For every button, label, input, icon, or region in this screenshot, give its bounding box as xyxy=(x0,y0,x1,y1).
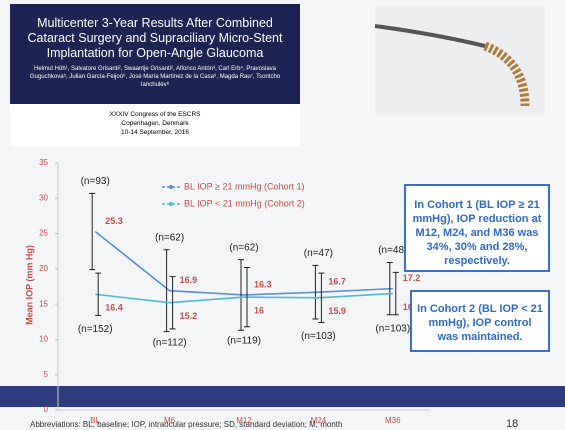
y-tick-label: 5 xyxy=(44,370,49,379)
error-bar xyxy=(386,262,393,316)
conference-panel: XXXIV Congress of the ESCRS Copenhagen, … xyxy=(10,104,300,146)
n-label: (n=62) xyxy=(229,242,258,253)
data-label: 15.9 xyxy=(328,306,346,316)
footer-band xyxy=(0,386,565,407)
stent-image xyxy=(375,6,545,116)
error-bar xyxy=(312,264,319,320)
data-label: 25.3 xyxy=(105,216,123,226)
error-bar xyxy=(95,272,102,316)
legend-dot xyxy=(169,202,173,206)
series-line xyxy=(94,230,393,296)
error-bar xyxy=(169,276,176,330)
title-panel: Multicenter 3-Year Results After Combine… xyxy=(10,4,300,104)
page-number: 18 xyxy=(506,418,519,430)
error-bar xyxy=(244,266,250,328)
slide-title: Multicenter 3-Year Results After Combine… xyxy=(27,16,283,60)
legend-label: BL IOP < 21 mmHg (Cohort 2) xyxy=(184,198,305,208)
callout: In Cohort 1 (BL IOP ≥ 21 mmHg), IOP redu… xyxy=(404,184,550,272)
x-tick-label: M12 xyxy=(236,416,252,425)
callout: In Cohort 2 (BL IOP < 21 mmHg), IOP cont… xyxy=(410,290,550,352)
n-label: (n=93) xyxy=(81,176,110,187)
data-label: 15.2 xyxy=(180,311,198,321)
data-label: 16.9 xyxy=(180,275,198,285)
error-bar xyxy=(238,259,244,331)
y-tick-label: 25 xyxy=(39,229,48,238)
data-label: 16.4 xyxy=(105,303,123,313)
x-tick-label: M24 xyxy=(311,416,327,425)
error-bar xyxy=(318,272,325,323)
data-label: 17.2 xyxy=(403,273,421,283)
abbreviations: Abbreviations: BL, baseline; IOP, intrao… xyxy=(30,420,343,429)
conference-line: 10-14 September, 2016 xyxy=(121,129,189,136)
legend-dot xyxy=(169,185,173,189)
legend-label: BL IOP ≥ 21 mmHg (Cohort 1) xyxy=(184,181,304,191)
authors: Helmut Höh¹, Salvatore Grisanti², Swaant… xyxy=(29,66,281,88)
error-bar xyxy=(163,249,170,333)
n-label: (n=48) xyxy=(378,245,407,256)
conference-line: Copenhagen, Denmark xyxy=(121,120,189,127)
y-axis-label: Mean IOP (mm Hg) xyxy=(24,245,34,325)
n-label: (n=112) xyxy=(153,337,187,348)
data-label: 16 xyxy=(254,305,264,315)
n-label: (n=103) xyxy=(301,331,336,342)
n-label: (n=103) xyxy=(375,323,410,334)
error-bar xyxy=(392,271,399,316)
y-tick-label: 20 xyxy=(39,264,48,273)
data-label: 16.7 xyxy=(328,277,346,287)
y-tick-label: 0 xyxy=(44,405,49,414)
x-tick-label: M6 xyxy=(164,416,176,425)
x-tick-label: M36 xyxy=(385,416,401,425)
conference-line: XXXIV Congress of the ESCRS xyxy=(109,111,201,118)
error-bar xyxy=(89,192,96,271)
x-tick-label: BL xyxy=(90,416,100,425)
n-label: (n=119) xyxy=(227,335,261,346)
n-label: (n=62) xyxy=(155,232,184,243)
y-tick-label: 10 xyxy=(39,335,48,344)
data-label: 16.3 xyxy=(254,279,272,289)
y-tick-label: 15 xyxy=(39,299,48,308)
y-tick-label: 30 xyxy=(39,193,48,202)
n-label: (n=47) xyxy=(304,248,333,259)
n-label: (n=152) xyxy=(78,324,113,335)
series-line xyxy=(95,292,393,304)
y-tick-label: 35 xyxy=(39,158,48,167)
